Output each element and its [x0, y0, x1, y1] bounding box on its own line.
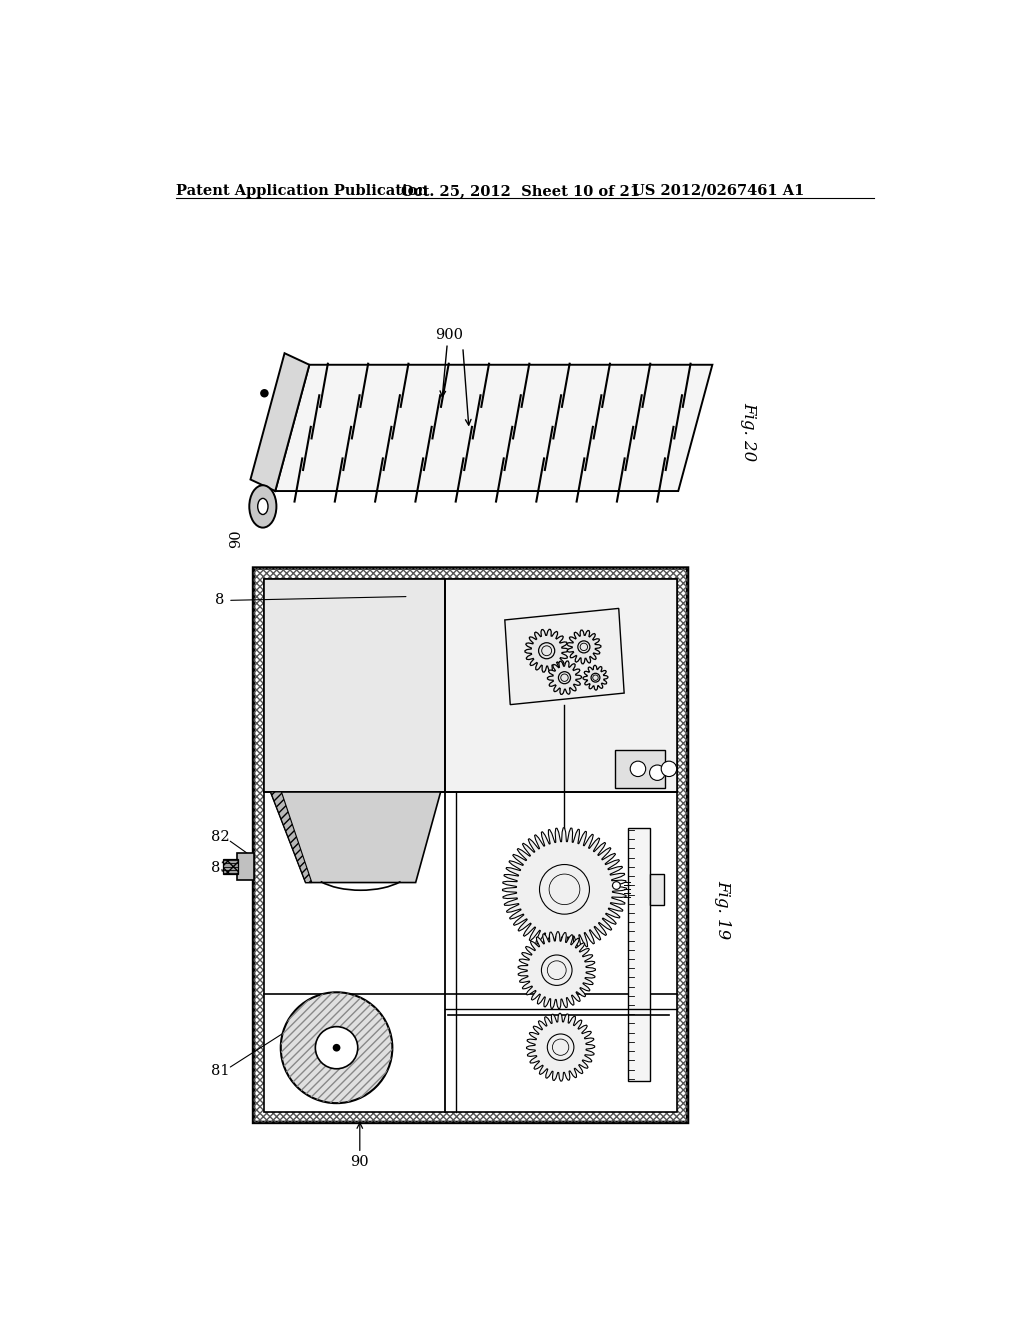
Text: 8: 8	[215, 594, 224, 607]
Circle shape	[630, 762, 646, 776]
Circle shape	[542, 645, 552, 656]
Circle shape	[591, 673, 600, 682]
Circle shape	[561, 675, 568, 681]
Polygon shape	[503, 828, 627, 950]
Circle shape	[549, 874, 580, 904]
Text: 83: 83	[211, 861, 229, 875]
Circle shape	[581, 643, 588, 651]
Polygon shape	[505, 609, 625, 705]
Circle shape	[542, 954, 572, 986]
Circle shape	[552, 1039, 568, 1055]
Polygon shape	[525, 630, 568, 672]
Circle shape	[315, 1027, 357, 1069]
Text: 81: 81	[211, 1064, 229, 1078]
Text: US 2012/0267461 A1: US 2012/0267461 A1	[632, 183, 804, 198]
Bar	[628, 828, 650, 1081]
Text: Oct. 25, 2012  Sheet 10 of 21: Oct. 25, 2012 Sheet 10 of 21	[400, 183, 640, 198]
Polygon shape	[567, 630, 601, 664]
Circle shape	[539, 643, 555, 659]
Circle shape	[578, 642, 590, 653]
Bar	[444, 579, 677, 792]
Circle shape	[547, 1034, 573, 1060]
Polygon shape	[251, 354, 309, 491]
Bar	[650, 874, 664, 904]
Circle shape	[333, 1044, 340, 1052]
Polygon shape	[518, 932, 596, 1008]
Text: 82: 82	[211, 830, 229, 845]
Circle shape	[662, 762, 677, 776]
Bar	[237, 853, 254, 880]
Polygon shape	[270, 792, 312, 883]
Circle shape	[540, 865, 590, 915]
Text: 90: 90	[229, 529, 244, 548]
FancyBboxPatch shape	[254, 568, 687, 1122]
Circle shape	[593, 675, 598, 680]
Bar	[614, 750, 665, 788]
Bar	[264, 579, 677, 1111]
Polygon shape	[548, 661, 582, 694]
Text: 900: 900	[435, 327, 464, 342]
Bar	[222, 859, 238, 874]
Circle shape	[281, 993, 392, 1104]
Circle shape	[649, 766, 665, 780]
Circle shape	[612, 882, 621, 890]
Circle shape	[547, 961, 566, 979]
Polygon shape	[526, 1014, 595, 1081]
Text: Patent Application Publication: Patent Application Publication	[176, 183, 428, 198]
Text: Fig. 20: Fig. 20	[740, 403, 758, 462]
Ellipse shape	[258, 499, 268, 515]
Text: 90: 90	[350, 1155, 369, 1168]
Polygon shape	[275, 364, 713, 491]
Bar	[264, 579, 444, 792]
Circle shape	[558, 672, 570, 684]
Ellipse shape	[249, 486, 276, 528]
Text: Fig. 19: Fig. 19	[715, 879, 732, 939]
Polygon shape	[270, 792, 440, 883]
Circle shape	[260, 389, 268, 397]
Polygon shape	[583, 665, 608, 690]
